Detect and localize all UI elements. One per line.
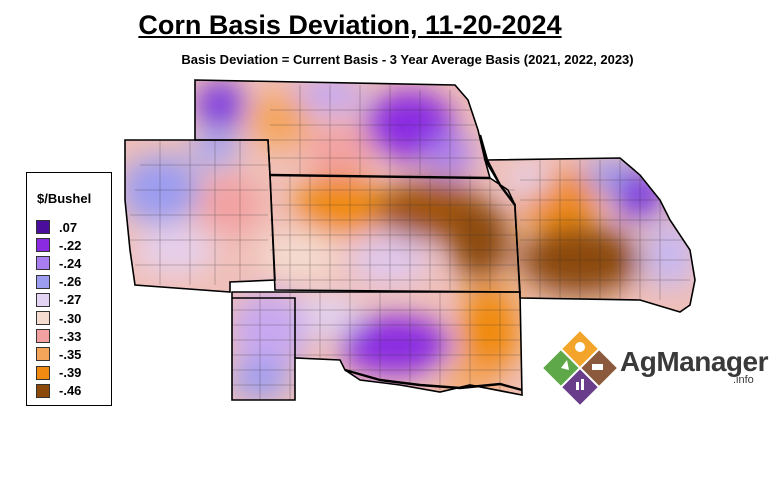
logo-wordmark: AgManager <box>620 346 768 377</box>
legend-item: -.22 <box>36 237 81 253</box>
legend-item: -.26 <box>36 274 81 290</box>
legend-label: -.26 <box>59 274 82 290</box>
legend-swatch <box>36 347 50 362</box>
legend-swatch <box>36 329 50 344</box>
legend-label: -.33 <box>59 328 82 344</box>
logo-suffix: .info <box>733 374 754 386</box>
legend-item: .07 <box>36 219 77 235</box>
legend-item: -.27 <box>36 292 81 308</box>
legend-label: .07 <box>59 219 78 235</box>
legend-swatch <box>36 256 50 271</box>
legend-swatch <box>36 311 50 325</box>
legend-swatch <box>36 383 50 398</box>
legend-item: -.30 <box>36 310 81 326</box>
legend-label: -.24 <box>59 255 82 271</box>
legend-label: -.39 <box>59 365 82 381</box>
legend-swatch <box>36 292 50 307</box>
agmanager-logo-icon <box>543 331 617 405</box>
legend-label: -.46 <box>59 383 82 399</box>
legend-item: -.46 <box>36 383 81 399</box>
map-title: Corn Basis Deviation, 11-20-2024 <box>138 10 562 40</box>
legend-label: -.27 <box>59 292 82 308</box>
legend-label: -.30 <box>59 310 82 326</box>
legend-title: $/Bushel <box>37 191 92 206</box>
legend-item: -.39 <box>36 365 81 381</box>
legend-swatch <box>36 274 50 289</box>
legend-item: -.24 <box>36 255 81 271</box>
legend-item: -.35 <box>36 346 81 362</box>
legend-label: -.22 <box>59 237 82 253</box>
legend-label: -.35 <box>59 346 82 362</box>
legend-swatch <box>36 220 50 234</box>
map-legend: $/Bushel .07 -.22 -.24 -.26 -.27 -.30 -.33 -.35… <box>26 172 112 406</box>
map-subtitle: Basis Deviation = Current Basis - 3 Year… <box>181 52 634 67</box>
legend-item: -.33 <box>36 328 81 344</box>
legend-swatch <box>36 365 50 380</box>
legend-swatch <box>36 238 50 253</box>
